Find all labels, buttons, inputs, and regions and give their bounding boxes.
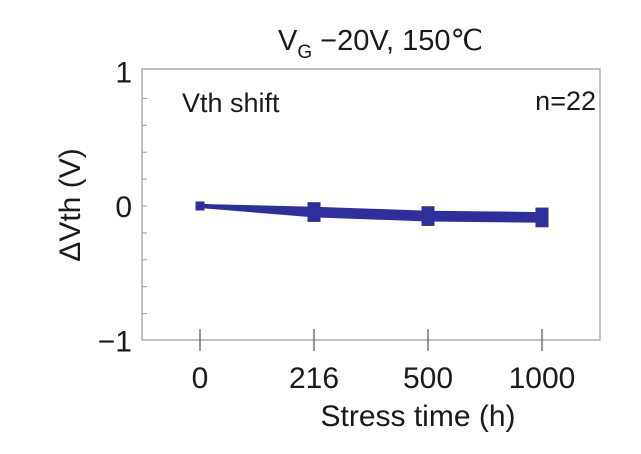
annotation-vth-shift: Vth shift [182, 88, 280, 118]
y-tick-label: 0 [115, 191, 132, 224]
series-band [200, 206, 542, 221]
x-axis-label: Stress time (h) [320, 400, 515, 433]
data-point [421, 212, 435, 226]
data-point [195, 201, 205, 211]
x-tick-label: 216 [289, 362, 339, 395]
y-tick-label: 1 [115, 57, 132, 90]
data-point [535, 214, 549, 228]
annotation-sample-count: n=22 [535, 86, 596, 116]
x-tick-label: 1000 [509, 362, 576, 395]
chart-title: VG −20V, 150℃ [278, 25, 483, 63]
x-tick-label: 500 [403, 362, 453, 395]
x-tick-label: 0 [192, 362, 209, 395]
data-point [307, 208, 321, 222]
plot-area [141, 68, 601, 341]
y-axis-label: ΔVth (V) [54, 148, 87, 261]
y-tick-label: −1 [98, 326, 132, 359]
